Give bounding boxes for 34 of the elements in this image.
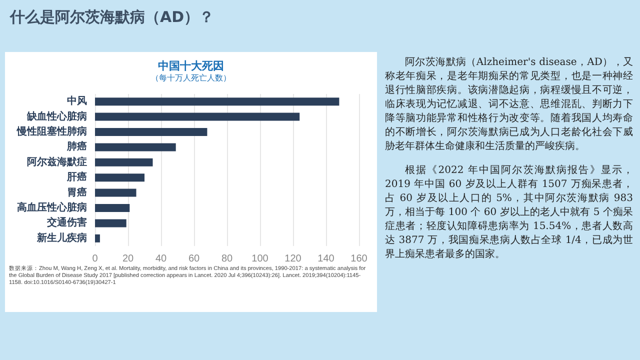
x-tick-label: 120 [284,254,302,264]
x-tick-label: 140 [318,254,335,264]
y-tick-label: 中风 [67,95,87,108]
bar [95,188,136,197]
y-tick-label: 胃癌 [67,186,87,198]
x-tick-label: 0 [92,254,98,264]
y-tick-label: 新生儿疾病 [36,232,87,244]
bar [95,112,300,121]
y-tick-label: 交通伤害 [46,216,87,229]
x-tick-label: 80 [221,254,233,264]
y-tick-label: 肝癌 [66,171,87,184]
bar [95,98,340,106]
bar [95,174,144,182]
bar [95,204,130,212]
x-tick-label: 20 [122,254,134,264]
bar [95,219,126,228]
bar [95,234,100,242]
x-tick-label: 160 [350,254,368,264]
chart-subtitle: （每十万人死亡人数） [151,74,231,82]
bar [95,143,176,152]
y-tick-label: 高血压性心脏病 [17,202,87,214]
text: 阿尔茨海默病（Alzheimer's disease，AD），又称老年痴呆，是老年期痴呆的常见类型，也是一种神经退行性脑部疾病。该病潜隐起病，病程缓慢且不可逆，临床表现为记忆减退、词不达意、思维混乱、判断力下降等脑功能异常和性格行为改变等。随着我国人均寿命的不断增长，阿尔茨海默病已成为人口老龄化社会下威胁老年群体生命健康和生活质量的严峻疾病。 [385,56,633,154]
chart-title: 中国十大死因 [158,60,224,72]
text: 什么是阿尔茨海默病（AD）？ [10,8,214,27]
text: 根据《2022 年中国阿尔茨海默病报告》显示，2019 年中国 60 岁及以上人群有 1507 万痴呆患者，占 60 岁及以上人口的 5%，其中阿尔茨海默病 983 万，相当于每 100 个 60 岁以上的老人中就有 5 个痴呆症患者；轻度认知障碍患病率为 15.54%，患者人数高达 3877 万，我国痴呆患病人数占全球 1/4，已成为世界上痴呆患者最多的国家。 [385,164,633,262]
y-tick-label: 肺癌 [66,140,87,153]
x-tick-label: 40 [155,254,167,264]
x-tick-label: 60 [188,254,200,264]
y-tick-label: 缺血性心脏病 [26,110,87,122]
bar [95,158,153,166]
y-tick-label: 阿尔兹海默症 [27,156,87,168]
x-tick-label: 100 [252,254,269,264]
bar [95,128,208,136]
y-tick-label: 慢性阻塞性肺病 [16,126,87,138]
